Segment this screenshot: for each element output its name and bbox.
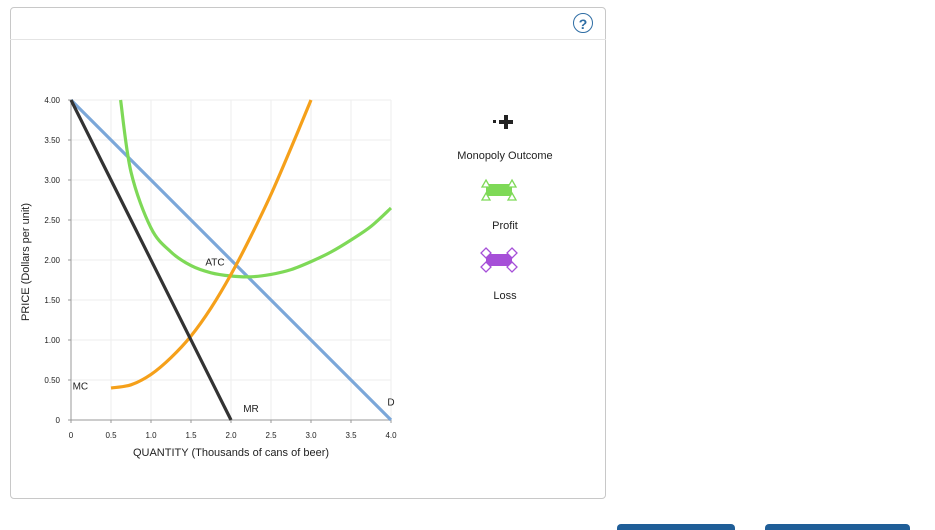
- y-axis-title: PRICE (Dollars per unit): [20, 203, 32, 321]
- series-line-d: [69, 98, 393, 422]
- legend-label-loss: Loss: [493, 290, 517, 302]
- y-tick-label: 4.00: [44, 96, 60, 105]
- monopoly-outcome-tool[interactable]: [490, 112, 520, 132]
- y-tick-label: 2.50: [44, 216, 60, 225]
- chart-ticks: 0 0.5 1.0 1.5 2.0 2.5 3.0 3.5 4.000.501.001.502.…: [44, 96, 397, 440]
- loss-tool[interactable]: [478, 247, 520, 273]
- x-tick-label: 4.0: [385, 431, 397, 440]
- green-rectangle-icon: [480, 178, 518, 201]
- y-tick-label: 1.50: [44, 296, 60, 305]
- series-line-mr: [69, 99, 233, 421]
- x-tick-label: 2.0: [225, 431, 237, 440]
- chart-curve-labels: ATC MC MR D: [73, 258, 395, 415]
- y-tick-label: 1.00: [44, 336, 60, 345]
- curve-label-atc: ATC: [205, 258, 224, 269]
- y-tick-label: 2.00: [44, 256, 60, 265]
- legend-label-monopoly-outcome: Monopoly Outcome: [457, 150, 553, 162]
- x-tick-label: 1.5: [185, 431, 197, 440]
- curve-label-d: D: [387, 398, 394, 409]
- x-tick-label: 0.5: [105, 431, 117, 440]
- bottom-button-right[interactable]: [765, 524, 910, 530]
- curve-label-mc: MC: [73, 382, 89, 393]
- x-tick-label: 3.5: [345, 431, 357, 440]
- bottom-button-left[interactable]: [617, 524, 735, 530]
- x-tick-label: 2.5: [265, 431, 277, 440]
- series-line-atc: [119, 99, 393, 279]
- profit-tool[interactable]: [478, 178, 520, 202]
- purple-rectangle-icon: [480, 247, 518, 273]
- x-axis-title: QUANTITY (Thousands of cans of beer): [133, 447, 329, 459]
- x-tick-label: 0: [69, 431, 74, 440]
- legend-label-profit: Profit: [492, 220, 518, 232]
- chart-series: [69, 98, 393, 422]
- panel-header-divider: [10, 39, 606, 40]
- y-tick-label: 3.50: [44, 136, 60, 145]
- curve-label-mr: MR: [243, 404, 259, 415]
- y-tick-label: 3.00: [44, 176, 60, 185]
- help-button[interactable]: ?: [573, 13, 593, 33]
- y-tick-label: 0.50: [44, 376, 60, 385]
- plus-point-icon: [493, 115, 513, 129]
- y-tick-label: 0: [56, 416, 61, 425]
- series-line-mc: [110, 99, 313, 390]
- x-tick-label: 1.0: [145, 431, 157, 440]
- x-tick-label: 3.0: [305, 431, 317, 440]
